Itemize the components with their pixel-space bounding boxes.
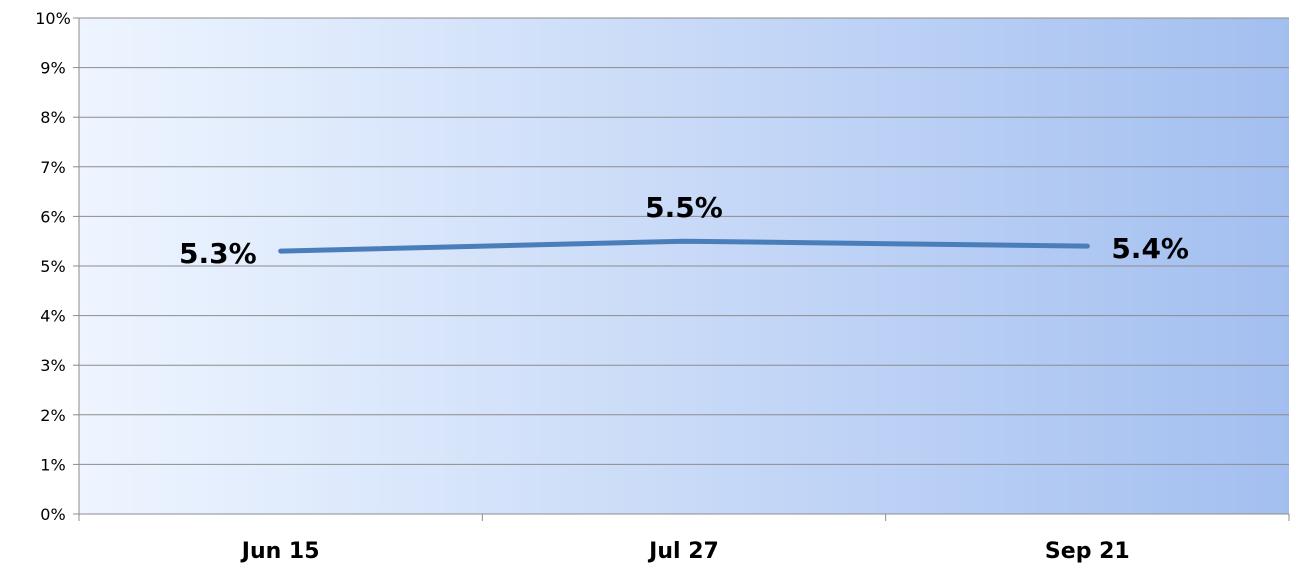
x-tick-label: Sep 21 <box>1045 539 1130 564</box>
y-tick-label: 1% <box>40 455 65 474</box>
y-tick-label: 9% <box>40 59 65 78</box>
x-tick-label: Jul 27 <box>647 539 719 564</box>
x-tick-label: Jun 15 <box>240 539 320 564</box>
y-tick-label: 7% <box>40 158 65 177</box>
axes <box>73 17 1290 521</box>
y-tick-label: 5% <box>40 257 65 276</box>
data-labels: 5.3% 5.5% 5.4% <box>179 191 1189 270</box>
data-label: 5.3% <box>179 237 257 270</box>
y-tick-label: 8% <box>40 108 65 127</box>
x-axis-tick-labels: Jun 15 Jul 27 Sep 21 <box>240 539 1130 564</box>
y-axis-tick-labels: 0% 1% 2% 3% 4% 5% 6% 7% 8% 9% 10% <box>35 9 71 524</box>
series <box>278 238 1090 254</box>
data-label: 5.4% <box>1111 232 1189 265</box>
y-tick-label: 4% <box>40 307 65 326</box>
y-tick-label: 6% <box>40 207 65 226</box>
gridlines <box>79 17 1289 515</box>
y-tick-label: 0% <box>40 505 65 524</box>
y-tick-label: 10% <box>35 9 71 28</box>
y-tick-label: 2% <box>40 406 65 425</box>
data-label: 5.5% <box>645 191 723 224</box>
y-tick-label: 3% <box>40 356 65 375</box>
